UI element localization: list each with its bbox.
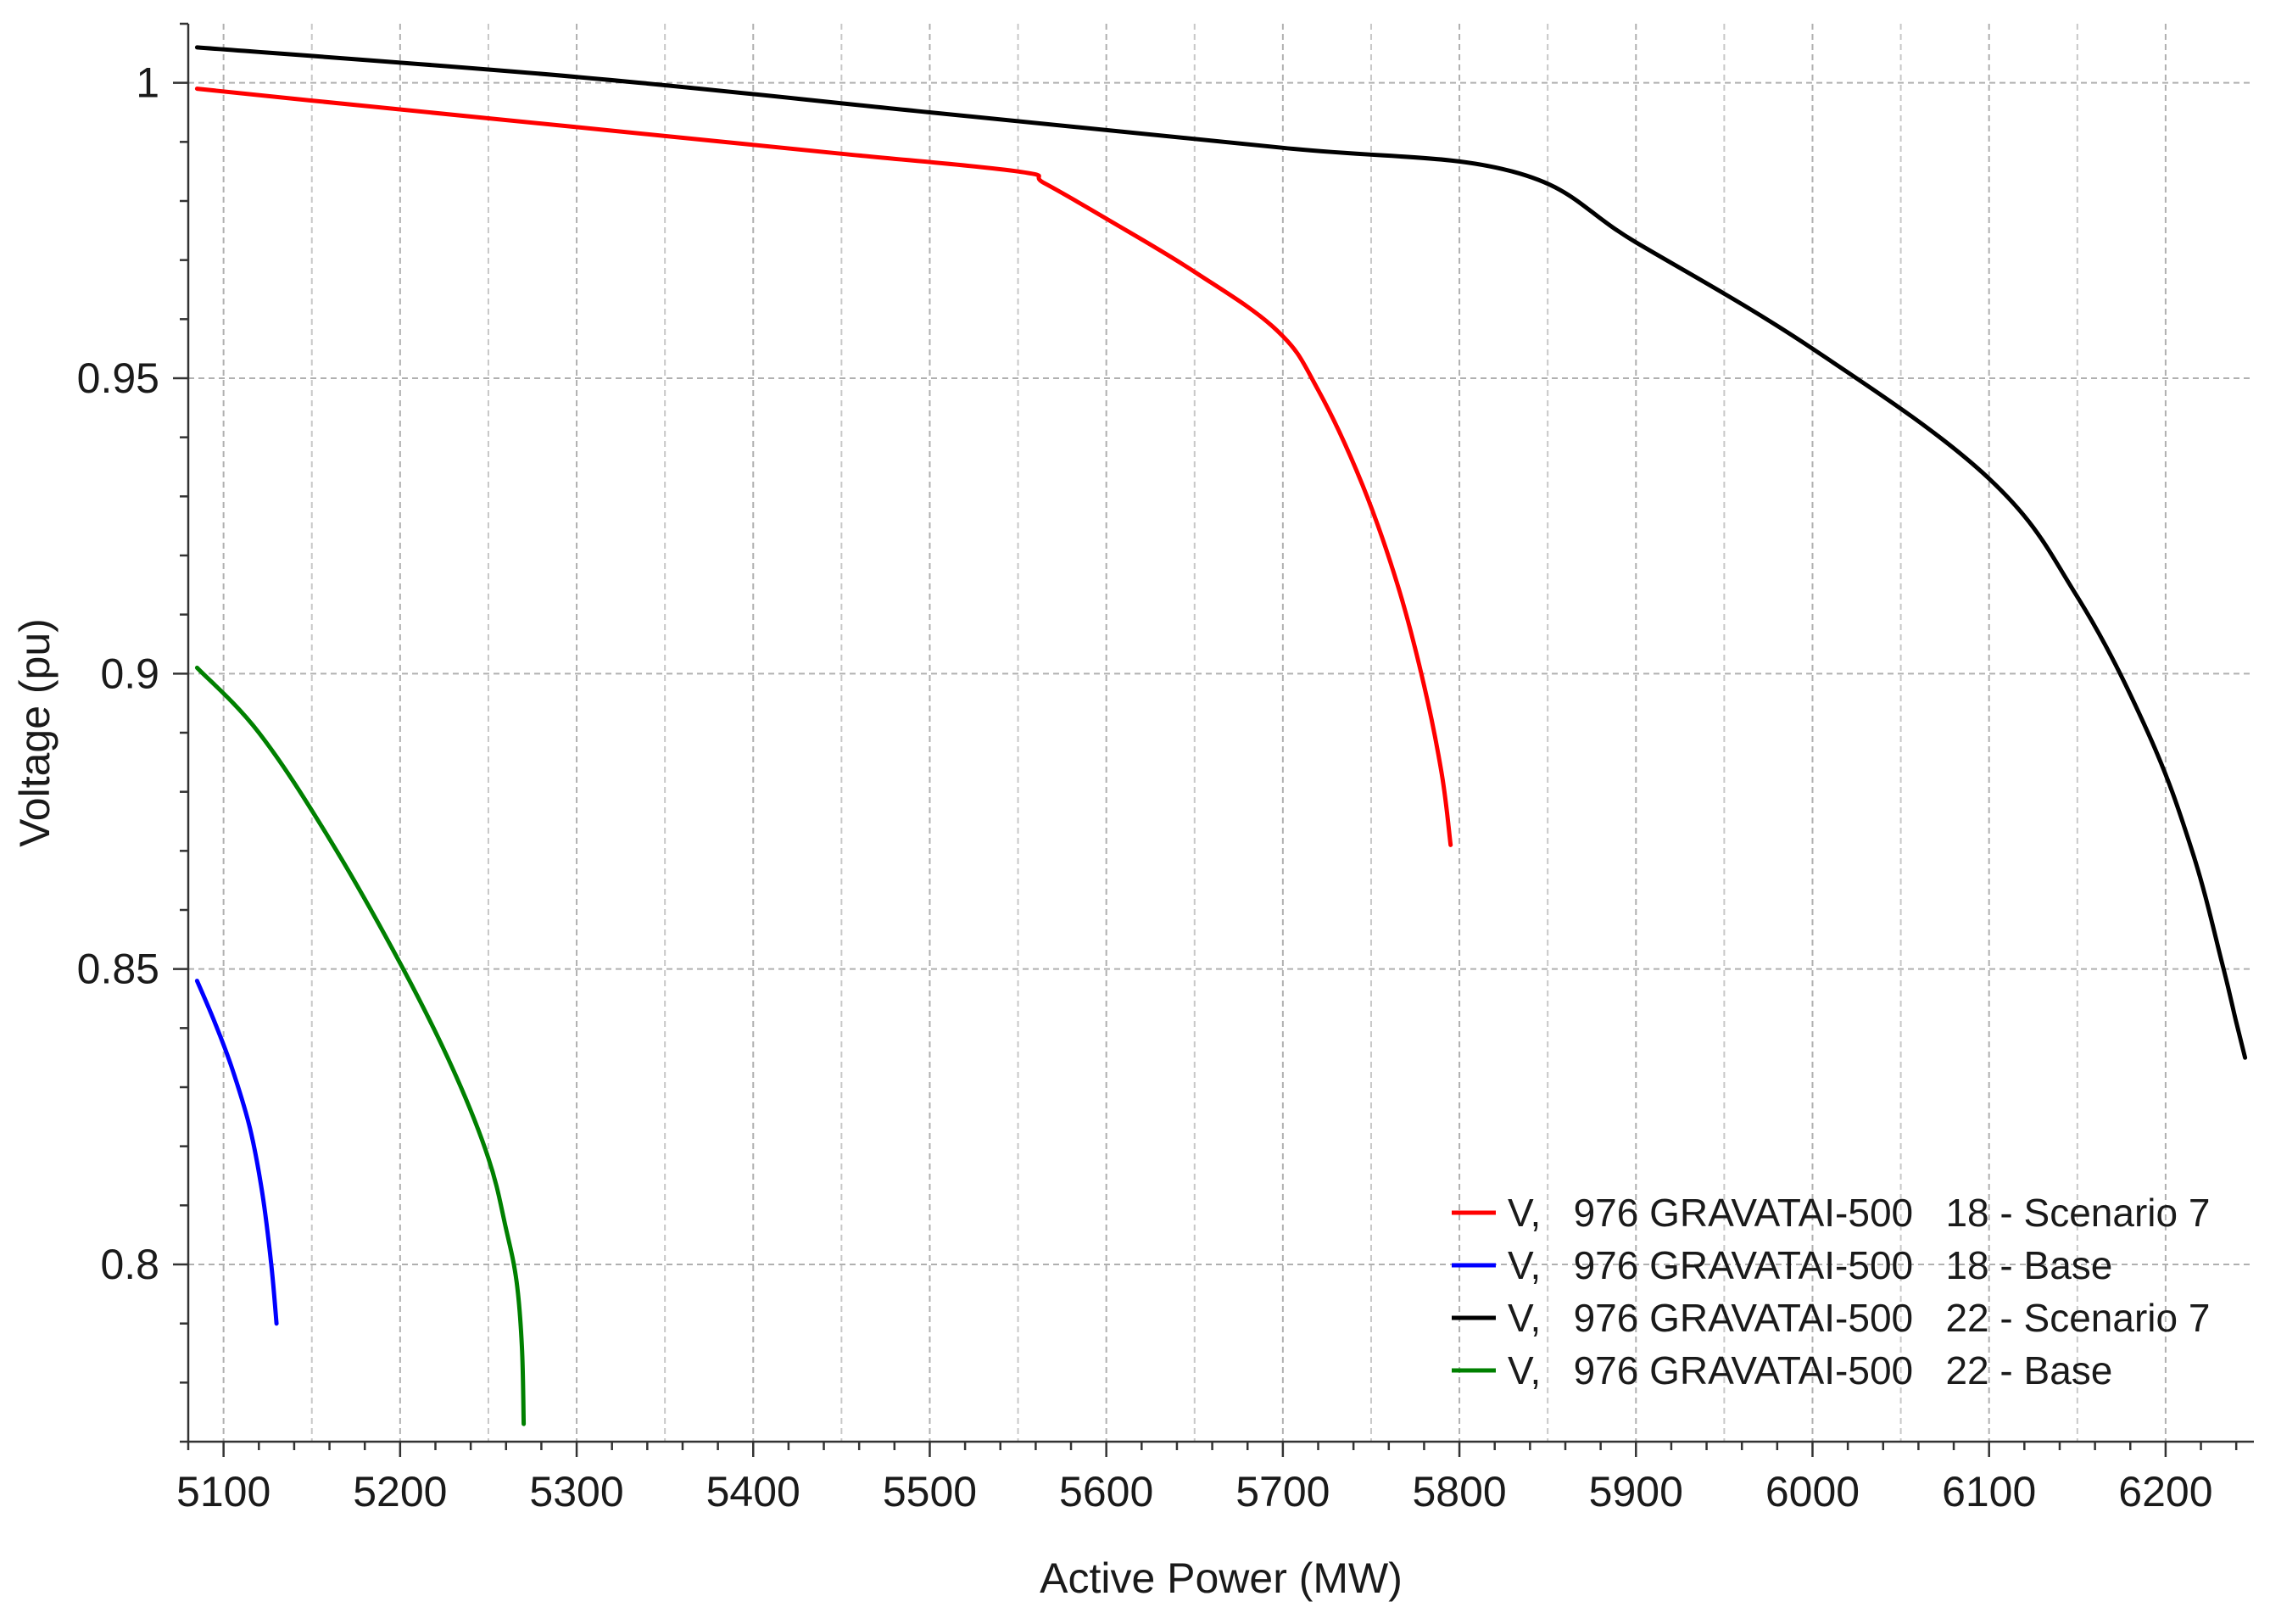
gridlines xyxy=(188,24,2254,1442)
legend-label-3: V, 976 GRAVATAI-500 22 - Scenario 7 xyxy=(1508,1296,2210,1340)
series-line-2 xyxy=(194,979,279,1326)
x-tick-label: 5300 xyxy=(529,1468,623,1515)
y-tick-label: 1 xyxy=(136,59,159,107)
series-lines xyxy=(194,45,2248,1426)
y-tick-label: 0.8 xyxy=(100,1241,159,1288)
x-tick-label: 5400 xyxy=(706,1468,800,1515)
y-tick-label: 0.95 xyxy=(77,354,159,402)
x-tick-label: 5700 xyxy=(1235,1468,1330,1515)
x-tick-label: 5100 xyxy=(176,1468,271,1515)
y-tick-label: 0.85 xyxy=(77,946,159,993)
series-line-4 xyxy=(194,665,527,1426)
x-axis-title: Active Power (MW) xyxy=(1040,1554,1403,1602)
legend-label-4: V, 976 GRAVATAI-500 22 - Base xyxy=(1508,1348,2112,1392)
x-tick-label: 6000 xyxy=(1765,1468,1860,1515)
y-tick-label: 0.9 xyxy=(100,650,159,697)
series-line-3 xyxy=(194,45,2248,1060)
x-tick-label: 5900 xyxy=(1589,1468,1683,1515)
tick-labels: 5100 5200 5300 5400 5500 5600 5700 5800 5900 6000… xyxy=(77,59,2213,1515)
legend-label-2: V, 976 GRAVATAI-500 18 - Base xyxy=(1508,1243,2112,1287)
y-axis-title: Voltage (pu) xyxy=(11,618,59,847)
x-tick-label: 5200 xyxy=(353,1468,447,1515)
legend: V, 976 GRAVATAI-500 18 - Scenario 7 V, 97… xyxy=(1452,1191,2210,1392)
x-tick-label: 5500 xyxy=(883,1468,977,1515)
x-tick-label: 6200 xyxy=(2118,1468,2212,1515)
x-tick-label: 5600 xyxy=(1059,1468,1153,1515)
x-tick-label: 6100 xyxy=(1942,1468,2036,1515)
series-line-1 xyxy=(194,87,1453,847)
legend-label-1: V, 976 GRAVATAI-500 18 - Scenario 7 xyxy=(1508,1191,2210,1235)
axes xyxy=(173,22,2254,1457)
x-tick-label: 5800 xyxy=(1412,1468,1506,1515)
